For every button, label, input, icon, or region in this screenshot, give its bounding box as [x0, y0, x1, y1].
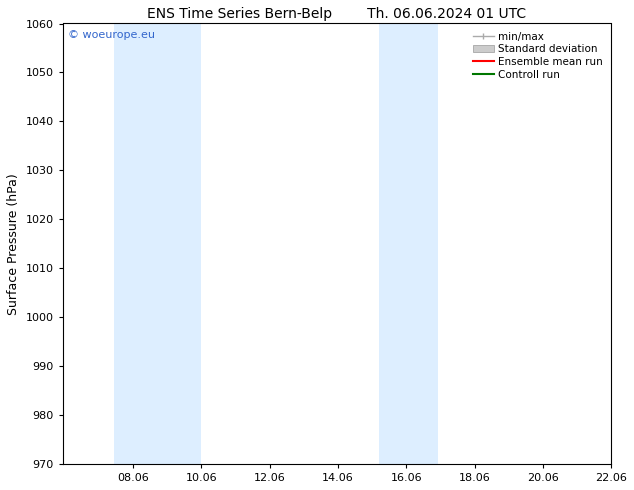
Y-axis label: Surface Pressure (hPa): Surface Pressure (hPa): [7, 173, 20, 315]
Title: ENS Time Series Bern-Belp        Th. 06.06.2024 01 UTC: ENS Time Series Bern-Belp Th. 06.06.2024…: [147, 7, 526, 21]
Bar: [114, 24, 202, 464]
Legend: min/max, Standard deviation, Ensemble mean run, Controll run: min/max, Standard deviation, Ensemble me…: [470, 29, 606, 83]
Text: © woeurope.eu: © woeurope.eu: [68, 30, 155, 40]
Bar: [378, 24, 438, 464]
